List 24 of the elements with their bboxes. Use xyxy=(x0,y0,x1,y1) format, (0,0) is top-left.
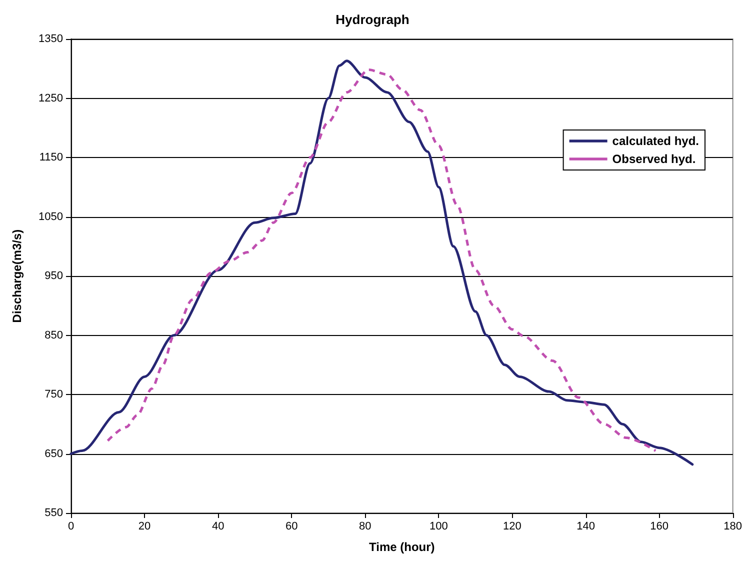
y-tick-label: 850 xyxy=(44,329,63,342)
x-tick-label: 140 xyxy=(576,520,595,532)
y-tick-label: 1350 xyxy=(38,33,63,45)
y-tick-label: 1150 xyxy=(39,152,63,164)
x-tick-label: 160 xyxy=(650,520,668,532)
y-tick-label: 1250 xyxy=(38,92,63,104)
y-tick-label: 950 xyxy=(44,270,63,282)
x-tick-label: 180 xyxy=(724,520,742,532)
y-axis-title: Discharge(m3/s) xyxy=(10,229,24,323)
legend-label: Observed hyd. xyxy=(612,152,696,166)
chart-title: Hydrograph xyxy=(336,12,410,27)
x-tick-label: 0 xyxy=(68,520,74,532)
x-tick-label: 80 xyxy=(359,520,372,532)
legend-label: calculated hyd. xyxy=(612,134,700,148)
y-tick-label: 650 xyxy=(44,448,63,460)
x-axis-title: Time (hour) xyxy=(369,540,435,554)
x-tick-label: 60 xyxy=(285,520,298,532)
x-tick-label: 20 xyxy=(138,520,151,532)
y-tick-label: 550 xyxy=(44,507,63,519)
x-tick-label: 40 xyxy=(212,520,224,532)
x-tick-label: 120 xyxy=(503,520,522,532)
y-tick-label: 1050 xyxy=(38,210,63,223)
x-tick-label: 100 xyxy=(430,520,448,532)
y-tick-label: 750 xyxy=(44,388,63,400)
